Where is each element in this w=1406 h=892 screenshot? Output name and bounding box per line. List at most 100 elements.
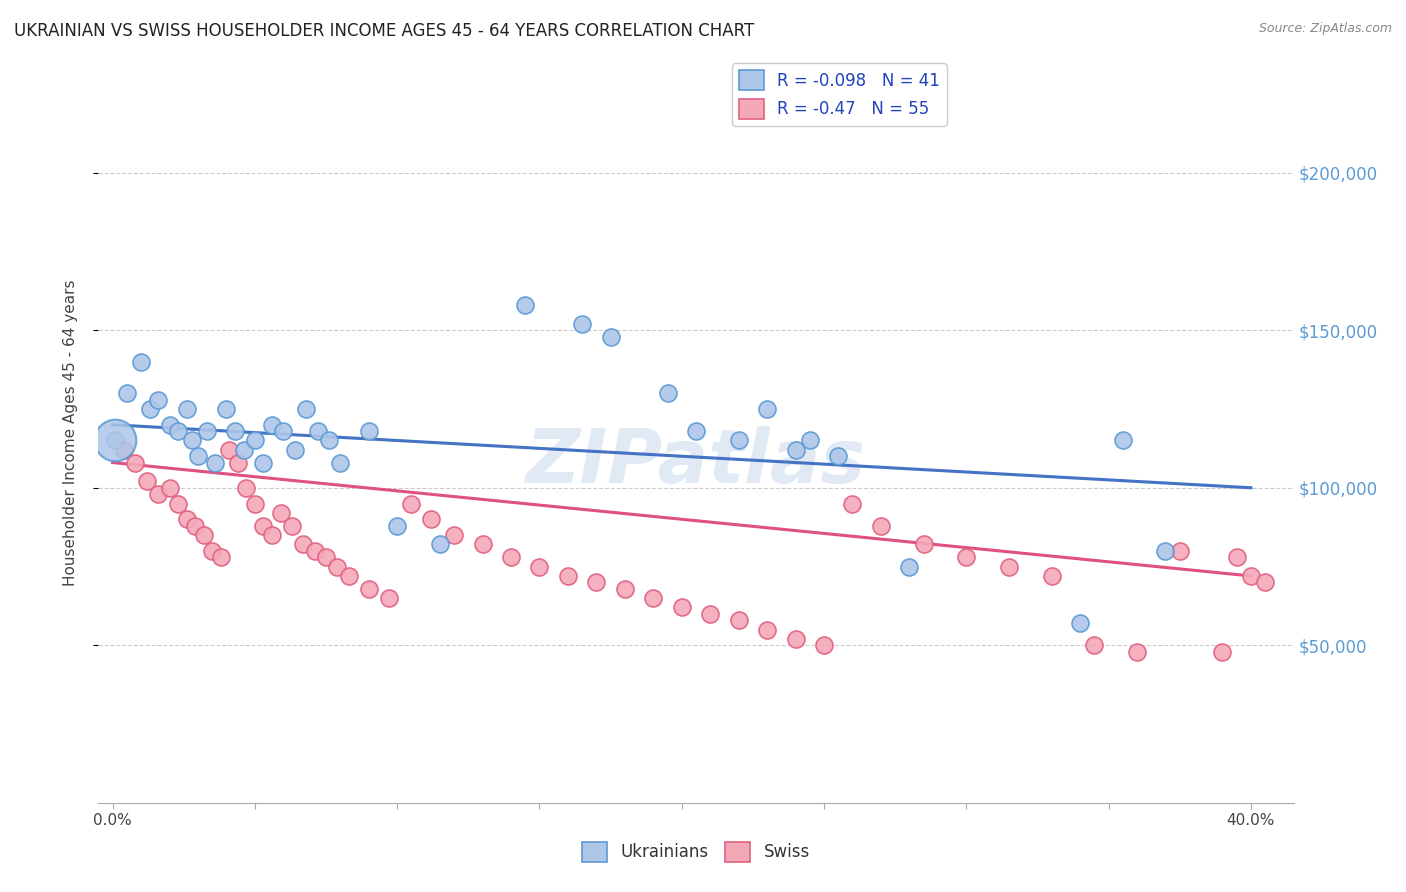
Point <box>1040 569 1063 583</box>
Point <box>104 434 127 448</box>
Point <box>756 402 779 417</box>
Point <box>235 481 257 495</box>
Point <box>613 582 636 596</box>
Text: UKRAINIAN VS SWISS HOUSEHOLDER INCOME AGES 45 - 64 YEARS CORRELATION CHART: UKRAINIAN VS SWISS HOUSEHOLDER INCOME AG… <box>14 22 754 40</box>
Point <box>304 543 326 558</box>
Point <box>1154 543 1177 558</box>
Point <box>1211 644 1233 658</box>
Point <box>756 623 779 637</box>
Point <box>585 575 607 590</box>
Point <box>270 506 292 520</box>
Point <box>529 559 551 574</box>
Point <box>785 632 807 646</box>
Point <box>357 582 380 596</box>
Point <box>252 456 274 470</box>
Point <box>420 512 443 526</box>
Point <box>685 424 707 438</box>
Point <box>201 543 224 558</box>
Point <box>284 442 307 457</box>
Point <box>671 600 693 615</box>
Point <box>215 402 238 417</box>
Point <box>799 434 821 448</box>
Point <box>115 386 138 401</box>
Point <box>295 402 318 417</box>
Point <box>204 456 226 470</box>
Point <box>260 417 283 432</box>
Point <box>1168 543 1191 558</box>
Text: Source: ZipAtlas.com: Source: ZipAtlas.com <box>1258 22 1392 36</box>
Y-axis label: Householder Income Ages 45 - 64 years: Householder Income Ages 45 - 64 years <box>63 279 77 586</box>
Point <box>167 424 190 438</box>
Point <box>260 528 283 542</box>
Legend: Ukrainians, Swiss: Ukrainians, Swiss <box>575 835 817 869</box>
Point <box>243 434 266 448</box>
Point <box>1226 550 1249 565</box>
Point <box>643 591 665 605</box>
Point <box>224 424 246 438</box>
Point <box>148 392 170 407</box>
Point <box>1083 638 1105 652</box>
Point <box>176 402 198 417</box>
Point <box>138 402 160 417</box>
Text: ZIPatlas: ZIPatlas <box>526 425 866 499</box>
Point <box>1126 644 1149 658</box>
Point <box>226 456 249 470</box>
Point <box>252 518 274 533</box>
Point <box>159 417 181 432</box>
Point <box>337 569 360 583</box>
Point <box>281 518 304 533</box>
Point <box>273 424 295 438</box>
Point <box>571 317 593 331</box>
Point <box>785 442 807 457</box>
Point <box>1112 434 1135 448</box>
Point <box>471 537 494 551</box>
Point <box>159 481 181 495</box>
Point <box>209 550 232 565</box>
Point <box>184 518 207 533</box>
Point <box>599 329 621 343</box>
Point <box>699 607 721 621</box>
Point <box>329 456 352 470</box>
Point <box>124 456 146 470</box>
Point <box>443 528 465 542</box>
Point <box>307 424 329 438</box>
Point <box>1240 569 1263 583</box>
Point <box>315 550 337 565</box>
Point <box>998 559 1021 574</box>
Point <box>870 518 893 533</box>
Point <box>176 512 198 526</box>
Point <box>167 496 190 510</box>
Point <box>385 518 409 533</box>
Point <box>218 442 240 457</box>
Point <box>1254 575 1277 590</box>
Point <box>104 434 127 448</box>
Point <box>827 449 849 463</box>
Point <box>813 638 835 652</box>
Point <box>148 487 170 501</box>
Point <box>499 550 522 565</box>
Point <box>955 550 977 565</box>
Point <box>912 537 935 551</box>
Point <box>657 386 679 401</box>
Point <box>515 298 537 312</box>
Point <box>727 613 749 627</box>
Point <box>318 434 340 448</box>
Point <box>557 569 579 583</box>
Point <box>401 496 423 510</box>
Point <box>326 559 349 574</box>
Point <box>898 559 921 574</box>
Point <box>1069 616 1091 631</box>
Point <box>292 537 315 551</box>
Point <box>181 434 204 448</box>
Point <box>727 434 749 448</box>
Point <box>357 424 380 438</box>
Point <box>243 496 266 510</box>
Point <box>112 442 135 457</box>
Point <box>377 591 399 605</box>
Point <box>187 449 209 463</box>
Point <box>129 355 152 369</box>
Point <box>232 442 254 457</box>
Point <box>841 496 863 510</box>
Point <box>429 537 451 551</box>
Point <box>193 528 215 542</box>
